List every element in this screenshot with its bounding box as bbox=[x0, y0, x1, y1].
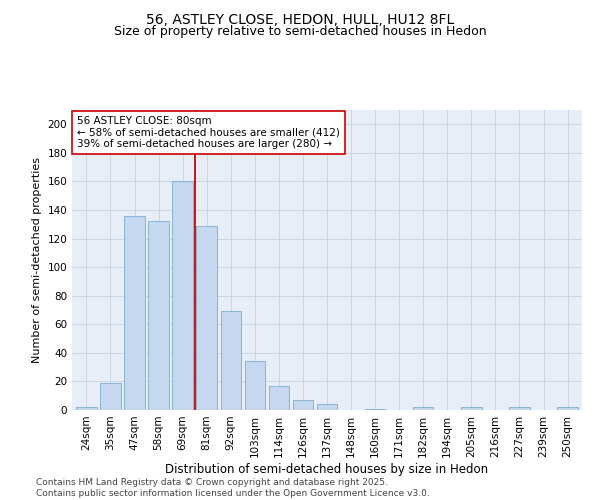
Bar bbox=[317, 404, 337, 410]
Bar bbox=[124, 216, 145, 410]
Bar bbox=[172, 182, 193, 410]
Bar bbox=[100, 383, 121, 410]
Bar bbox=[509, 407, 530, 410]
Bar bbox=[196, 226, 217, 410]
Bar bbox=[413, 407, 433, 410]
Text: 56, ASTLEY CLOSE, HEDON, HULL, HU12 8FL: 56, ASTLEY CLOSE, HEDON, HULL, HU12 8FL bbox=[146, 12, 454, 26]
Bar bbox=[245, 362, 265, 410]
X-axis label: Distribution of semi-detached houses by size in Hedon: Distribution of semi-detached houses by … bbox=[166, 462, 488, 475]
Text: Size of property relative to semi-detached houses in Hedon: Size of property relative to semi-detach… bbox=[113, 25, 487, 38]
Bar bbox=[461, 407, 482, 410]
Text: Contains HM Land Registry data © Crown copyright and database right 2025.
Contai: Contains HM Land Registry data © Crown c… bbox=[36, 478, 430, 498]
Bar bbox=[293, 400, 313, 410]
Bar bbox=[269, 386, 289, 410]
Bar bbox=[148, 222, 169, 410]
Bar bbox=[76, 407, 97, 410]
Bar bbox=[221, 312, 241, 410]
Y-axis label: Number of semi-detached properties: Number of semi-detached properties bbox=[32, 157, 42, 363]
Bar bbox=[557, 407, 578, 410]
Text: 56 ASTLEY CLOSE: 80sqm
← 58% of semi-detached houses are smaller (412)
39% of se: 56 ASTLEY CLOSE: 80sqm ← 58% of semi-det… bbox=[77, 116, 340, 149]
Bar bbox=[365, 408, 385, 410]
